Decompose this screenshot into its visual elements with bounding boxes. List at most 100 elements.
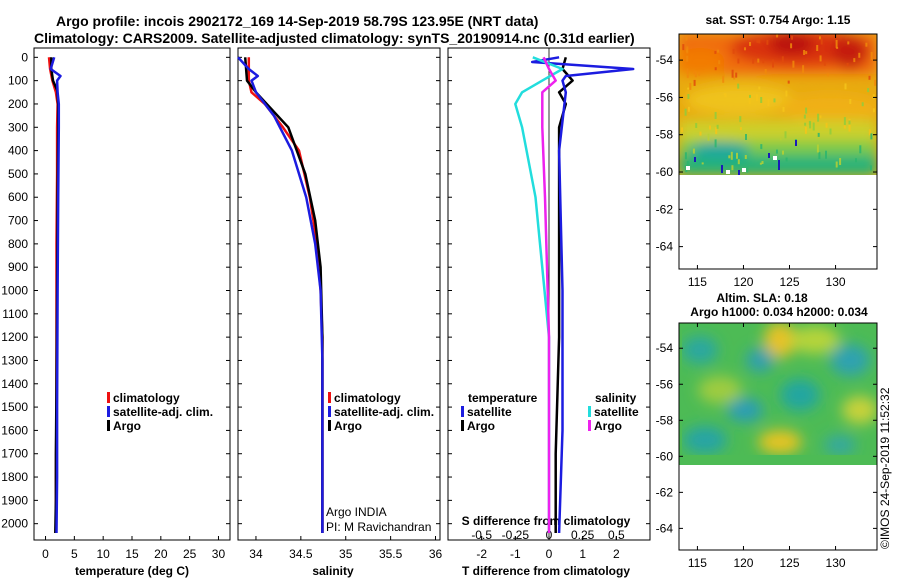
x-tick-label: 1 [579, 547, 586, 561]
sst-speckle [693, 71, 696, 75]
sst-speckle [735, 72, 738, 78]
sst-speckle [692, 148, 695, 154]
sst-speckle [766, 39, 769, 45]
map-x-tick-label: 120 [733, 275, 753, 289]
temperature-series [47, 56, 62, 534]
sst-speckle [715, 127, 718, 135]
depth-tick-marks [34, 56, 650, 525]
sst-map-axes: 115 120 125 130 -54 -56 -58 -60 -62 -64 [656, 34, 877, 289]
depth-tick-label: 1700 [1, 447, 28, 461]
depth-tick-label: 2000 [1, 517, 28, 531]
map-y-tick-label: -56 [656, 90, 674, 104]
sst-speckle [872, 94, 875, 100]
sst-speckle [819, 115, 822, 119]
map-x-tick-label: 130 [826, 275, 846, 289]
sst-speckle [722, 75, 725, 83]
salinity-x-label: salinity [312, 564, 354, 578]
temperature-x-axis: 0 5 10 15 20 25 30 [42, 536, 225, 561]
sst-speckle [835, 161, 838, 168]
map-y-tick-label: -62 [656, 202, 674, 216]
sst-speckle [746, 166, 749, 173]
sst-speckle [686, 55, 689, 62]
sst-speckle [825, 122, 828, 128]
sst-speckle [872, 108, 875, 113]
sst-speckle [748, 96, 751, 105]
series-satellite [49, 56, 62, 534]
sst-speckle [795, 140, 797, 146]
depth-tick-label: 1200 [1, 330, 28, 344]
sst-speckle [804, 122, 807, 126]
sst-speckle [707, 133, 710, 141]
legend-swatch-t-argo [461, 420, 464, 431]
sst-speckle [756, 38, 759, 43]
sst-speckle [868, 75, 871, 80]
depth-tick-label: 1300 [1, 353, 28, 367]
sst-speckle [803, 50, 806, 55]
sst-speckle [687, 87, 690, 90]
sst-speckle [837, 166, 840, 170]
legend-swatch-argo [107, 420, 110, 431]
sst-speckle [772, 59, 774, 68]
sst-speckle [762, 59, 765, 64]
x-tick-label: 20 [154, 547, 168, 561]
sst-speckle [731, 69, 734, 78]
sst-speckle [731, 165, 734, 171]
sst-speckle [758, 86, 761, 90]
depth-tick-label: 1800 [1, 470, 28, 484]
legend-swatch-argo [328, 420, 331, 431]
sst-speckle [730, 151, 733, 160]
sst-speckle [687, 94, 690, 99]
depth-tick-label: 300 [8, 120, 28, 134]
sst-speckle [752, 57, 755, 64]
sst-speckle [736, 152, 738, 159]
sla-map-title: Altim. SLA: 0.18 [716, 291, 808, 305]
sst-speckle [694, 71, 697, 78]
depth-tick-label: 600 [8, 190, 28, 204]
salinity-x-axis: 34 34.5 35 35.5 36 [249, 536, 443, 561]
sst-speckle [785, 157, 788, 162]
sst-speckle [803, 114, 806, 119]
sst-speckle [819, 36, 821, 40]
pi-label: PI: M Ravichandran [326, 520, 431, 534]
difference-series [514, 56, 635, 534]
sst-speckle [843, 124, 846, 129]
sst-speckle [721, 165, 723, 173]
sst-speckle [808, 120, 811, 125]
sst-speckle [737, 159, 740, 165]
sst-speckle [848, 120, 851, 125]
salinity-panel [237, 47, 441, 541]
sst-speckle [768, 153, 770, 158]
sst-speckle [764, 69, 767, 74]
depth-tick-label: 800 [8, 237, 28, 251]
legend-label-climatology: climatology [334, 391, 401, 405]
depth-tick-label: 1000 [1, 284, 28, 298]
sst-speckle [847, 41, 850, 45]
sst-speckle [858, 52, 861, 58]
sst-speckle [812, 122, 815, 131]
sst-speckle [738, 170, 740, 175]
sst-speckle [761, 161, 764, 164]
sst-speckle [861, 102, 864, 107]
sst-speckle [737, 58, 740, 64]
sst-speckle [686, 46, 689, 54]
map-y-tick-label: -60 [656, 449, 674, 463]
sst-speckle [870, 51, 873, 60]
sst-speckle [759, 162, 762, 165]
legend-label-t-argo: Argo [467, 419, 495, 433]
sst-speckle [709, 125, 711, 130]
sst-speckle [687, 106, 690, 112]
depth-tick-label: 200 [8, 97, 28, 111]
legend-label-climatology: climatology [113, 391, 180, 405]
sst-speckle [844, 83, 847, 90]
legend-swatch-satellite [107, 406, 110, 417]
map-x-tick-label: 125 [779, 275, 799, 289]
sla-map-axes: 115 120 125 130 -54 -56 -58 -60 -62 -64 [656, 323, 877, 570]
map-y-tick-label: -54 [656, 53, 674, 67]
x-tick-label: -2 [476, 547, 487, 561]
sst-speckle [733, 75, 736, 80]
sst-speckle [787, 80, 790, 84]
x-tick-label: 10 [96, 547, 110, 561]
x-tick-label: -0.25 [502, 528, 530, 542]
map-x-tick-label: 115 [688, 275, 707, 289]
